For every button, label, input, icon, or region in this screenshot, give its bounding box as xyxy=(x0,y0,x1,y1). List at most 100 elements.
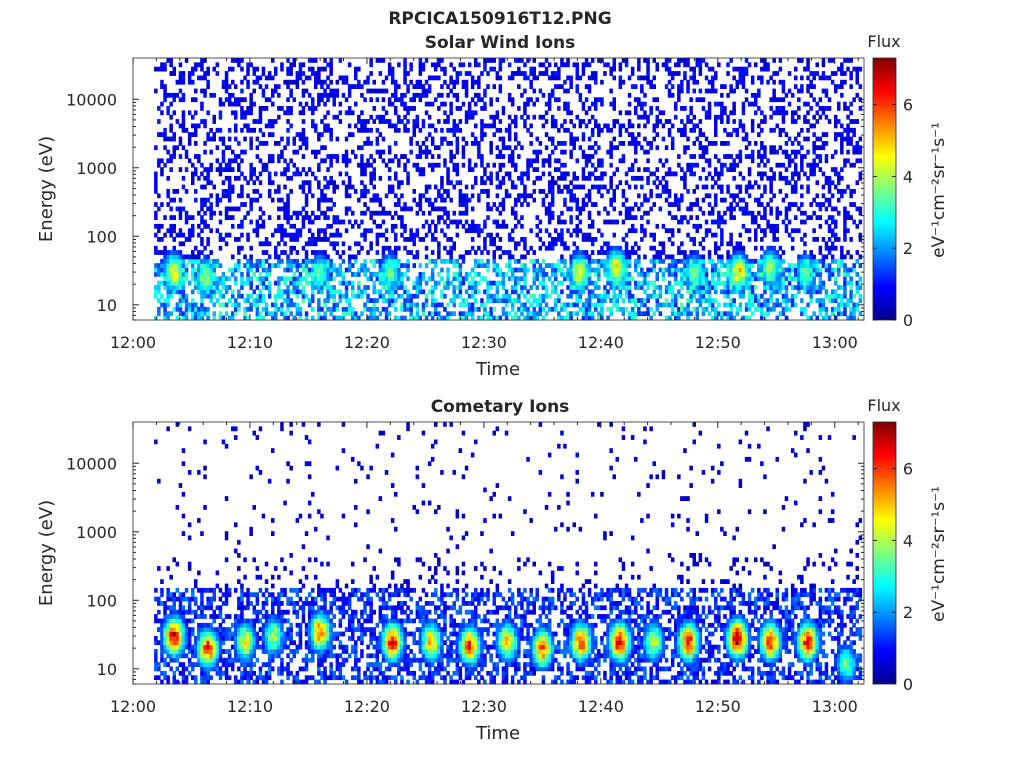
heatmap-cell xyxy=(430,258,435,264)
heatmap-cell xyxy=(283,267,287,273)
heatmap-cell xyxy=(335,184,340,190)
heatmap-cell xyxy=(520,289,524,295)
heatmap-cell xyxy=(357,280,361,286)
heatmap-cell xyxy=(470,219,475,225)
heatmap-cell xyxy=(618,306,623,312)
heatmap-cell xyxy=(440,258,444,264)
heatmap-cell xyxy=(532,88,536,94)
heatmap-cell xyxy=(409,62,413,68)
heatmap-cell xyxy=(710,263,715,268)
heatmap-cell xyxy=(369,276,373,282)
heatmap-cell xyxy=(418,127,423,133)
heatmap-cell xyxy=(474,162,478,168)
heatmap-cell xyxy=(594,119,598,124)
heatmap-cell xyxy=(547,75,552,81)
heatmap-cell xyxy=(221,189,226,194)
heatmap-cell xyxy=(338,232,343,238)
heatmap-cell xyxy=(403,79,407,85)
heatmap-cell xyxy=(261,263,266,268)
heatmap-cell xyxy=(452,311,456,317)
heatmap-cell xyxy=(267,158,272,164)
heatmap-cell xyxy=(430,62,435,68)
heatmap-cell xyxy=(498,280,503,286)
heatmap-cell xyxy=(446,223,450,229)
heatmap-cell xyxy=(717,258,721,264)
heatmap-cell xyxy=(489,180,493,186)
heatmap-cell xyxy=(769,180,773,186)
heatmap-cell xyxy=(246,66,250,72)
heatmap-cell xyxy=(587,88,592,94)
heatmap-cell xyxy=(298,66,303,72)
heatmap-cell xyxy=(554,158,558,164)
heatmap-cell xyxy=(178,311,183,317)
heatmap-cell xyxy=(732,175,736,181)
heatmap-cell xyxy=(584,123,589,129)
heatmap-cell xyxy=(209,202,213,207)
heatmap-cell xyxy=(363,97,367,103)
heatmap-cell xyxy=(354,84,358,89)
heatmap-cell xyxy=(329,79,333,85)
heatmap-cell xyxy=(523,302,527,308)
heatmap-cell xyxy=(492,241,496,247)
heatmap-cell xyxy=(218,280,223,286)
heatmap-cell xyxy=(689,263,693,268)
heatmap-cell xyxy=(766,298,770,303)
heatmap-cell xyxy=(323,66,327,72)
heatmap-cell xyxy=(221,136,226,142)
heatmap-cell xyxy=(597,162,601,168)
heatmap-cell xyxy=(495,175,500,181)
heatmap-cell xyxy=(689,167,693,172)
heatmap-cell xyxy=(366,298,370,303)
heatmap-cell xyxy=(550,241,555,247)
heatmap-cell xyxy=(224,145,229,151)
heatmap-cell xyxy=(437,58,441,63)
heatmap-cell xyxy=(240,245,244,251)
heatmap-cell xyxy=(775,285,779,290)
heatmap-cell xyxy=(526,202,530,207)
heatmap-cell xyxy=(587,254,592,260)
heatmap-cell xyxy=(360,84,364,89)
heatmap-cell xyxy=(757,106,761,111)
heatmap-cell xyxy=(381,263,386,268)
heatmap-cell xyxy=(163,280,167,286)
heatmap-cell xyxy=(661,272,666,277)
heatmap-cell xyxy=(372,158,376,164)
heatmap-cell xyxy=(157,267,161,273)
heatmap-cell xyxy=(467,272,472,277)
heatmap-cell xyxy=(363,237,367,242)
heatmap-cell xyxy=(381,272,386,277)
heatmap-cell xyxy=(495,280,500,286)
heatmap-cell xyxy=(486,232,490,238)
heatmap-cell xyxy=(335,88,340,94)
heatmap-cell xyxy=(584,302,589,308)
heatmap-cell xyxy=(581,167,586,172)
heatmap-cell xyxy=(286,315,290,321)
heatmap-cell xyxy=(489,66,493,72)
heatmap-cell xyxy=(286,285,290,290)
heatmap-cell xyxy=(735,127,739,133)
heatmap-cell xyxy=(329,175,333,181)
heatmap-cell xyxy=(394,237,398,242)
heatmap-cell xyxy=(314,276,318,282)
heatmap-cell xyxy=(323,145,327,151)
heatmap-cell xyxy=(520,302,524,308)
heatmap-cell xyxy=(575,71,579,76)
heatmap-cell xyxy=(329,311,333,317)
heatmap-cell xyxy=(387,66,392,72)
heatmap-cell xyxy=(710,219,715,225)
heatmap-cell xyxy=(652,84,656,89)
heatmap-cell xyxy=(772,258,776,264)
heatmap-cell xyxy=(397,202,401,207)
heatmap-cell xyxy=(381,293,386,299)
heatmap-cell xyxy=(467,162,472,168)
heatmap-cell xyxy=(750,127,755,133)
heatmap-cell xyxy=(252,298,256,303)
heatmap-cell xyxy=(670,241,675,247)
heatmap-cell xyxy=(246,62,250,68)
heatmap-cell xyxy=(449,219,453,225)
heatmap-cell xyxy=(181,127,186,133)
heatmap-cell xyxy=(692,289,696,295)
heatmap-cell xyxy=(587,215,592,220)
heatmap-cell xyxy=(498,267,503,273)
heatmap-cell xyxy=(175,254,180,260)
